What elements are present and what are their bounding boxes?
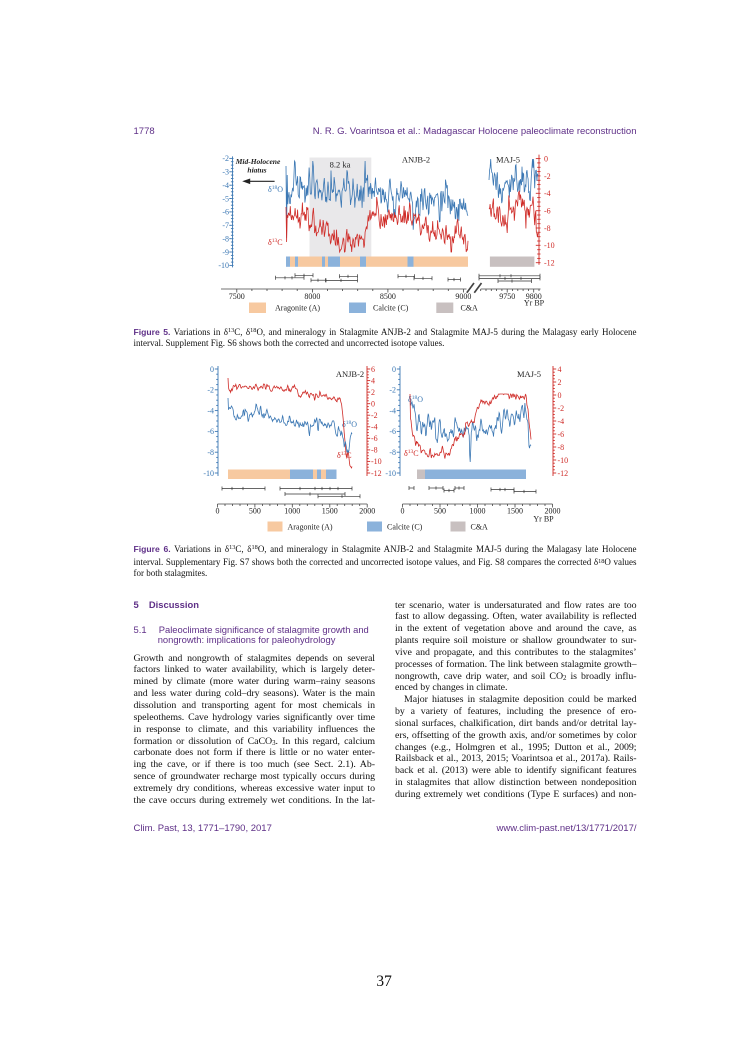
svg-text:-8: -8 [558,443,565,452]
svg-text:2: 2 [558,378,562,387]
svg-text:Aragonite (A): Aragonite (A) [275,304,320,313]
svg-text:-4: -4 [371,423,378,432]
svg-text:1500: 1500 [322,507,338,516]
svg-text:2: 2 [371,388,375,397]
svg-text:-5: -5 [222,194,229,203]
svg-text:1000: 1000 [284,507,300,516]
svg-text:0: 0 [216,507,220,516]
svg-text:2000: 2000 [359,507,375,516]
svg-text:-4: -4 [389,406,396,415]
svg-text:-7: -7 [222,221,229,230]
svg-text:Calcite (C): Calcite (C) [373,304,409,313]
svg-text:-6: -6 [558,430,565,439]
svg-text:0: 0 [371,400,375,409]
svg-text:-4: -4 [207,406,214,415]
svg-text:δ13C: δ13C [404,449,419,458]
svg-text:9000: 9000 [455,292,471,301]
svg-text:-2: -2 [371,411,378,420]
svg-text:Calcite (C): Calcite (C) [387,523,423,532]
svg-text:4: 4 [371,376,375,385]
svg-text:-4: -4 [222,181,229,190]
svg-text:-10: -10 [385,469,396,478]
svg-text:-2: -2 [222,154,229,163]
svg-text:Mid-Holocene: Mid-Holocene [235,157,281,166]
svg-text:0: 0 [210,365,214,374]
svg-text:8000: 8000 [304,292,320,301]
svg-text:1500: 1500 [507,507,523,516]
svg-text:Yr BP: Yr BP [533,514,554,523]
svg-text:hiatus: hiatus [247,166,266,175]
svg-text:δ13C: δ13C [337,451,352,460]
svg-text:500: 500 [434,507,446,516]
svg-text:-6: -6 [371,434,378,443]
svg-text:-10: -10 [371,457,382,466]
svg-text:δ13C: δ13C [268,238,283,247]
svg-text:-12: -12 [544,259,555,268]
svg-text:-6: -6 [222,208,229,217]
svg-text:6: 6 [371,365,375,374]
svg-text:-8: -8 [222,235,229,244]
svg-text:1000: 1000 [470,507,486,516]
svg-text:-12: -12 [371,469,382,478]
svg-text:-3: -3 [222,168,229,177]
svg-text:δ18O: δ18O [268,185,283,194]
svg-text:-10: -10 [544,241,555,250]
svg-text:8.2 ka: 8.2 ka [330,160,351,170]
svg-text:ANJB-2: ANJB-2 [336,369,364,379]
svg-text:-6: -6 [544,207,551,216]
svg-text:-8: -8 [371,446,378,455]
svg-text:C&A: C&A [471,523,489,532]
svg-text:-8: -8 [389,448,396,457]
svg-text:Yr BP: Yr BP [524,299,545,308]
svg-text:MAJ-5: MAJ-5 [496,155,520,165]
svg-text:-4: -4 [558,417,565,426]
svg-text:9750: 9750 [499,292,515,301]
svg-text:2000: 2000 [545,507,561,516]
svg-text:500: 500 [249,507,261,516]
svg-text:ANJB-2: ANJB-2 [402,155,430,165]
svg-text:-8: -8 [207,448,214,457]
svg-text:-2: -2 [207,386,214,395]
svg-text:-2: -2 [389,386,396,395]
svg-text:7500: 7500 [229,292,245,301]
svg-text:-4: -4 [544,189,551,198]
svg-text:δ18O: δ18O [408,395,423,404]
svg-text:4: 4 [558,365,562,374]
svg-text:-12: -12 [558,469,569,478]
svg-text:0: 0 [392,365,396,374]
svg-text:-6: -6 [207,427,214,436]
svg-text:0: 0 [544,154,548,163]
svg-text:MAJ-5: MAJ-5 [517,369,541,379]
svg-text:-2: -2 [544,172,551,181]
svg-text:-2: -2 [558,404,565,413]
svg-text:-9: -9 [222,248,229,257]
svg-text:8500: 8500 [380,292,396,301]
svg-text:9800: 9800 [526,292,542,301]
svg-text:0: 0 [401,507,405,516]
svg-text:C&A: C&A [461,304,479,313]
svg-text:δ18O: δ18O [342,420,357,429]
svg-text:-8: -8 [544,224,551,233]
svg-text:-10: -10 [203,469,214,478]
svg-text:-6: -6 [389,427,396,436]
svg-text:Aragonite (A): Aragonite (A) [288,523,333,532]
svg-text:0: 0 [558,391,562,400]
svg-text:-10: -10 [218,261,229,270]
svg-text:-10: -10 [558,456,569,465]
